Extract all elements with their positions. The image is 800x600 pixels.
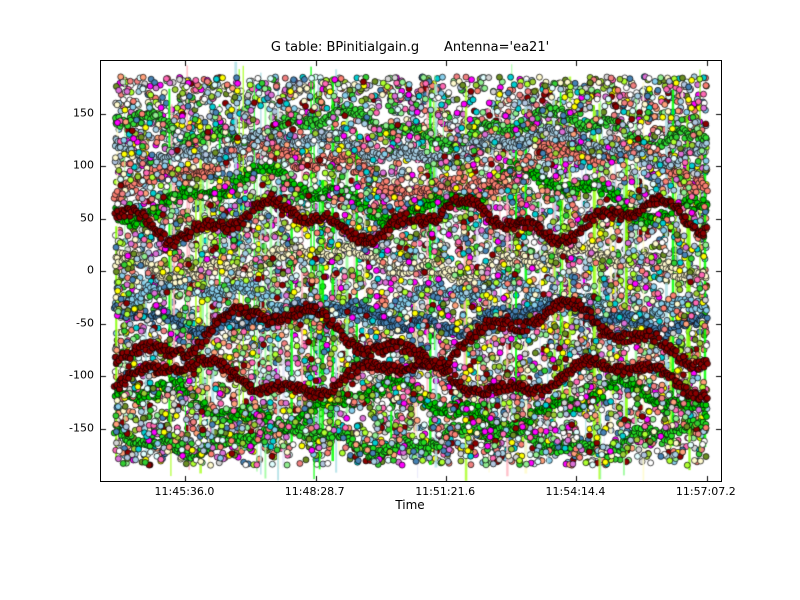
x-tick-label: 11:51:21.6: [415, 485, 476, 498]
chart-title: G table: BPinitialgain.g Antenna='ea21': [270, 40, 550, 55]
x-tick-label: 11:57:07.2: [675, 485, 736, 498]
x-tick-label: 11:54:14.4: [545, 485, 606, 498]
y-tick-label: 50: [80, 211, 94, 224]
plot-area: [100, 60, 722, 482]
y-tick-label: -100: [69, 368, 94, 382]
y-tick-label: 0: [87, 263, 94, 277]
y-tick-label: -150: [69, 421, 94, 434]
x-tick-label: 11:45:36.0: [154, 485, 215, 498]
y-tick-label: -50: [76, 316, 94, 329]
x-axis-label: Time: [395, 498, 425, 512]
scatter-canvas: [101, 61, 721, 481]
y-tick-label: 150: [73, 106, 94, 119]
x-tick-label: 11:48:28.7: [284, 485, 345, 498]
y-tick-label: 100: [73, 158, 94, 172]
